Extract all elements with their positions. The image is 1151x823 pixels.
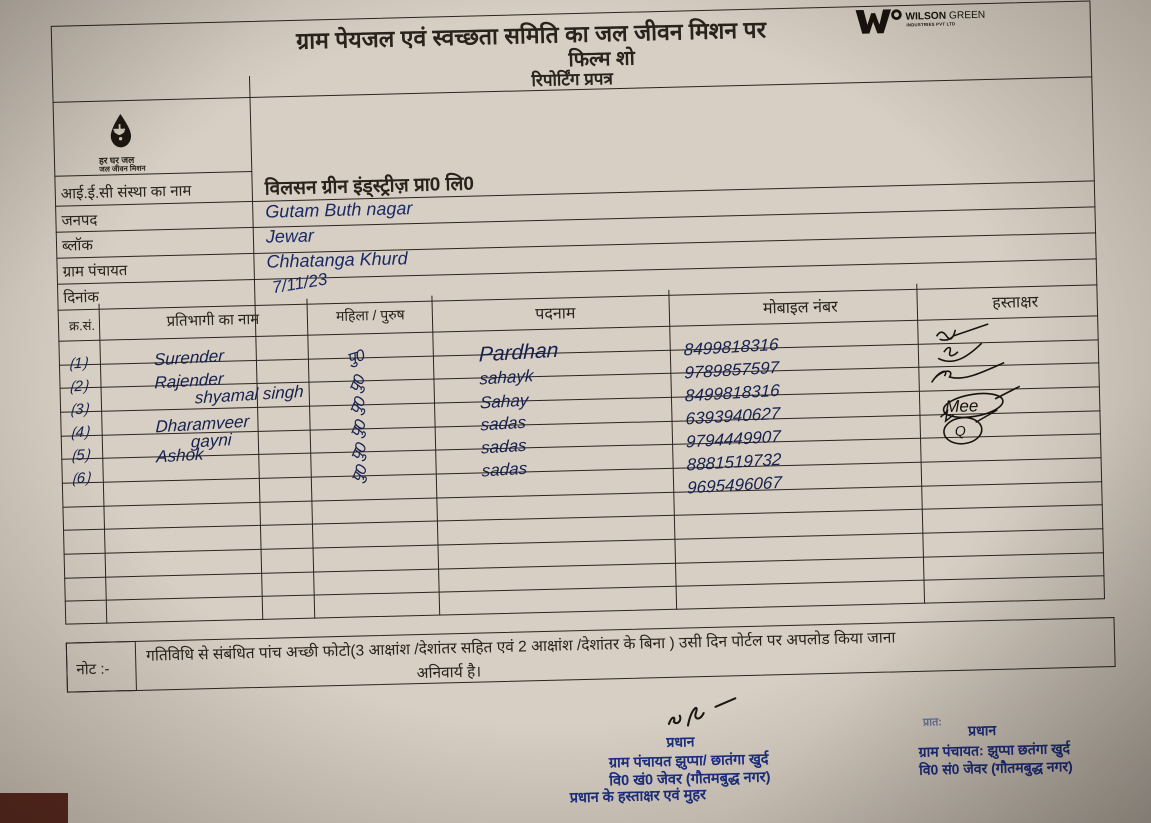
svg-text:Q: Q	[955, 423, 966, 439]
svg-text:INDUSTRIES PVT LTD: INDUSTRIES PVT LTD	[906, 21, 955, 27]
